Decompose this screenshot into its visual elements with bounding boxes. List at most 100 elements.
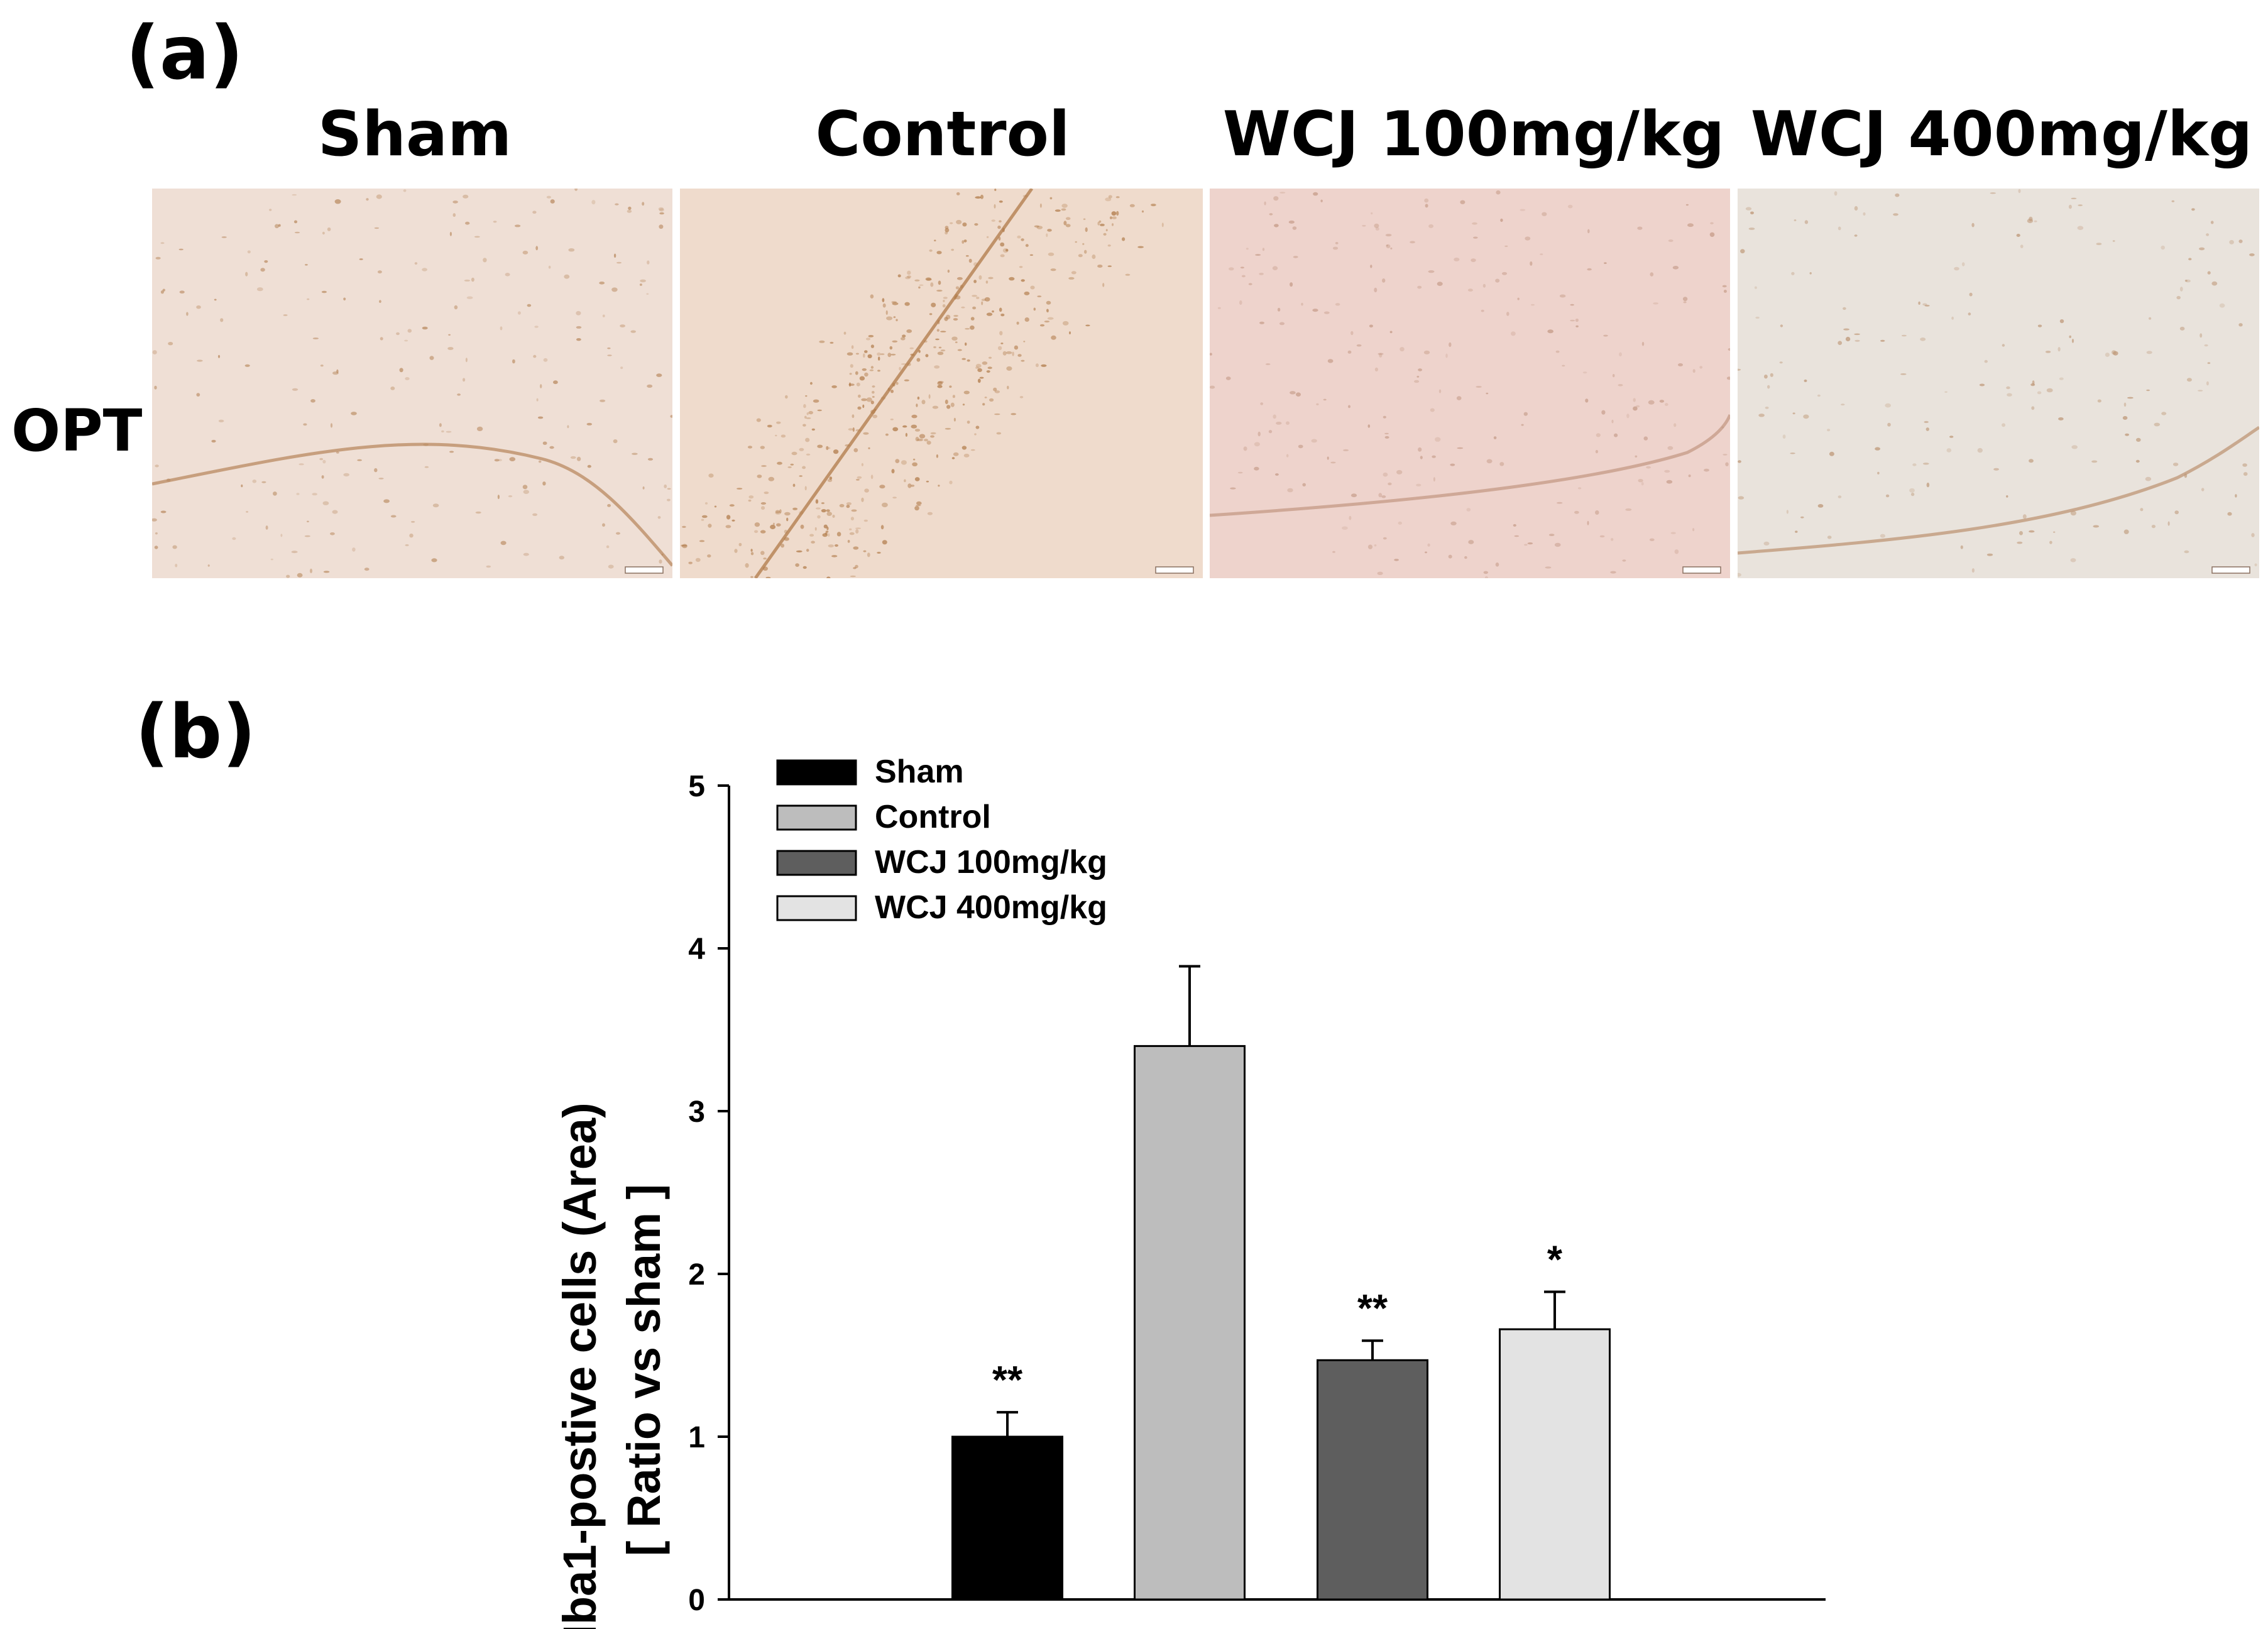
- stained-cell: [905, 276, 911, 280]
- stained-cell: [659, 224, 664, 229]
- stained-cell: [950, 402, 955, 407]
- stained-cell: [1298, 444, 1303, 449]
- stained-cell: [1460, 200, 1465, 204]
- stained-cell: [1699, 366, 1703, 369]
- stained-cell: [1643, 436, 1648, 441]
- stained-cell: [1311, 439, 1317, 443]
- stained-cell: [1726, 376, 1730, 380]
- stained-cell: [465, 358, 468, 363]
- stained-cell: [775, 510, 780, 513]
- stained-cell: [943, 300, 945, 302]
- stained-cell: [1611, 538, 1614, 541]
- stained-cell: [963, 453, 970, 458]
- legend-swatch: [776, 850, 857, 876]
- stained-cell: [1014, 345, 1019, 350]
- stained-cell: [1092, 254, 1096, 260]
- stained-cell: [870, 410, 875, 414]
- stained-cell: [889, 346, 893, 350]
- stained-cell: [667, 488, 671, 490]
- stained-cell: [2238, 323, 2243, 327]
- stained-cell: [1425, 204, 1428, 208]
- stained-cell: [247, 250, 251, 254]
- stained-cell: [1683, 301, 1687, 304]
- stained-cell: [1098, 220, 1102, 223]
- stained-cell: [1254, 442, 1260, 447]
- stained-cell: [878, 356, 880, 361]
- stained-cell: [725, 525, 731, 529]
- stained-cell: [1084, 250, 1087, 254]
- significance-marker: **: [1357, 1287, 1388, 1330]
- stained-cell: [937, 381, 943, 385]
- stained-cell: [1841, 403, 1845, 406]
- stained-cell: [1105, 197, 1112, 202]
- stained-cell: [2238, 239, 2243, 243]
- stained-cell: [1649, 538, 1655, 541]
- stained-cell: [656, 373, 662, 377]
- stained-cell: [155, 256, 161, 260]
- stained-cell: [852, 414, 855, 419]
- stained-cell: [682, 525, 686, 529]
- stained-cell: [1383, 415, 1386, 419]
- stained-cell: [1587, 229, 1590, 234]
- stained-cell: [642, 486, 645, 490]
- stained-cell: [885, 433, 889, 436]
- stained-cell: [896, 381, 899, 385]
- stained-cell: [154, 385, 157, 390]
- stained-cell: [383, 499, 390, 503]
- stained-cell: [1389, 331, 1393, 334]
- stained-cell: [409, 534, 414, 538]
- stained-cell: [938, 346, 942, 349]
- stained-cell: [307, 520, 309, 523]
- stained-cell: [1612, 374, 1615, 378]
- stained-cell: [186, 312, 189, 316]
- stained-cell: [493, 221, 497, 223]
- stained-cell: [930, 432, 936, 435]
- stained-cell: [738, 542, 742, 547]
- stained-cell: [806, 412, 809, 415]
- stained-cell: [1595, 449, 1598, 454]
- stained-cell: [1555, 350, 1560, 353]
- stained-cell: [963, 239, 967, 243]
- stained-cell: [446, 431, 452, 433]
- stained-cell: [917, 397, 920, 400]
- stained-cell: [901, 460, 907, 465]
- stained-cell: [1000, 242, 1005, 247]
- stained-cell: [1112, 216, 1117, 219]
- stained-cell: [1257, 431, 1261, 437]
- stained-cell: [977, 368, 982, 372]
- stained-cell: [607, 354, 612, 356]
- stained-cell: [1102, 283, 1105, 287]
- stained-cell: [1610, 571, 1616, 574]
- stained-cell: [523, 490, 529, 494]
- stained-cell: [616, 532, 620, 535]
- tissue-border: [1210, 414, 1730, 517]
- stained-cell: [424, 466, 429, 468]
- stained-cell: [949, 385, 952, 388]
- stained-cell: [682, 544, 688, 547]
- tissue-border: [152, 442, 672, 567]
- stained-cell: [2091, 460, 2098, 463]
- stained-cell: [1511, 331, 1516, 336]
- stained-cell: [320, 365, 324, 367]
- stained-cell: [2059, 377, 2064, 380]
- stained-cell: [1912, 463, 1917, 466]
- stained-cell: [1237, 471, 1243, 474]
- stained-cell: [817, 409, 822, 412]
- stained-cell: [2123, 529, 2129, 534]
- stained-cell: [864, 350, 868, 353]
- stained-cell: [343, 297, 346, 301]
- stained-cell: [321, 290, 327, 293]
- stained-cell: [1097, 265, 1103, 268]
- stained-cell: [861, 497, 864, 502]
- stained-cell: [1050, 268, 1056, 272]
- stained-cell: [1633, 406, 1638, 411]
- stained-cell: [1926, 482, 1930, 488]
- stained-cell: [868, 447, 870, 449]
- stained-cell: [938, 485, 940, 487]
- stained-cell: [943, 297, 948, 299]
- stained-cell: [1151, 204, 1156, 207]
- stained-cell: [1290, 282, 1293, 287]
- stained-cell: [907, 270, 911, 275]
- stained-cell: [688, 561, 693, 564]
- stained-cell: [1668, 239, 1674, 242]
